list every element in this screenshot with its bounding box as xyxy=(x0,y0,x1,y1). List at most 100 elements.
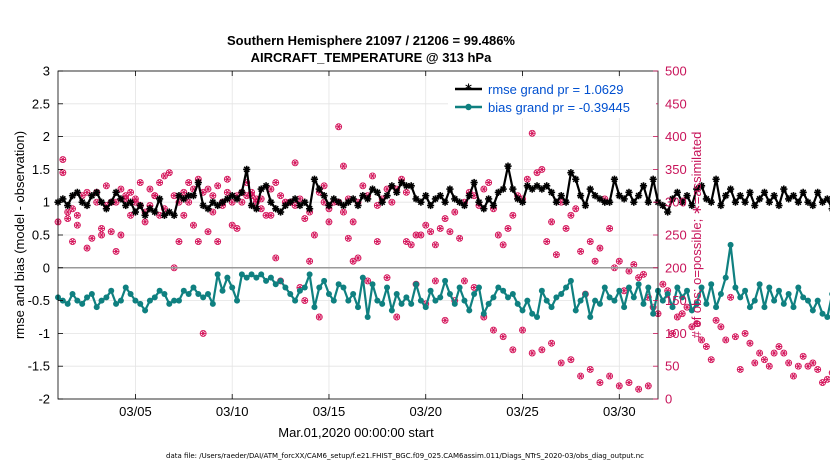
rmse-point xyxy=(494,188,502,196)
rmse-point xyxy=(717,201,725,210)
obs-count-marker xyxy=(451,208,459,216)
bias-point xyxy=(74,297,81,304)
rmse-point xyxy=(296,201,304,210)
x-tick-label: 03/15 xyxy=(313,404,346,419)
obs-count-marker xyxy=(490,326,497,334)
bias-point xyxy=(480,310,487,317)
obs-count-marker xyxy=(165,169,173,177)
rmse-point xyxy=(310,175,319,183)
data-file-footnote: data file: /Users/raeder/DAI/ATM_forcXX/… xyxy=(166,452,644,460)
obs-count-marker xyxy=(615,257,623,265)
rmse-point xyxy=(610,175,619,183)
rmse-point xyxy=(770,192,778,200)
obs-count-marker xyxy=(272,179,280,186)
rmse-point xyxy=(489,201,498,210)
rmse-point xyxy=(659,201,667,210)
bias-point xyxy=(713,304,720,311)
bias-point xyxy=(340,284,347,291)
obs-count-marker xyxy=(519,326,526,334)
obs-count-marker xyxy=(823,375,830,383)
rmse-point xyxy=(683,192,691,200)
bias-point xyxy=(529,310,536,317)
obs-count-marker xyxy=(267,211,275,219)
rmse-point xyxy=(562,198,570,206)
bias-point xyxy=(432,297,439,304)
bias-point xyxy=(98,297,105,304)
bias-point xyxy=(296,287,303,294)
rmse-point xyxy=(504,162,512,170)
rmse-point xyxy=(286,198,294,206)
rmse-point xyxy=(160,211,169,219)
bias-point xyxy=(645,284,652,291)
obs-count-marker xyxy=(315,313,323,321)
bias-point xyxy=(311,304,318,311)
x-tick-label: 03/30 xyxy=(603,404,636,419)
rmse-point xyxy=(649,175,657,183)
bias-point xyxy=(175,297,182,304)
obs-count-marker xyxy=(117,231,125,239)
bias-point xyxy=(161,291,168,298)
bias-point xyxy=(180,287,187,294)
bias-point xyxy=(742,287,749,294)
bias-point xyxy=(514,300,521,307)
bias-point xyxy=(785,291,792,298)
obs-count-marker xyxy=(161,172,168,180)
bias-point xyxy=(640,300,647,307)
obs-count-marker xyxy=(117,185,125,193)
bias-point xyxy=(84,294,91,301)
rmse-point xyxy=(102,205,110,213)
obs-count-marker xyxy=(485,179,493,186)
bias-point xyxy=(384,284,391,291)
rmse-point xyxy=(320,192,328,200)
rmse-point xyxy=(514,195,522,203)
rmse-point xyxy=(576,192,585,200)
obs-count-marker xyxy=(790,372,797,380)
bias-point xyxy=(292,297,299,304)
obs-count-marker xyxy=(548,218,555,226)
series-lines xyxy=(54,162,830,320)
bias-point xyxy=(475,284,482,291)
obs-count-marker xyxy=(388,198,396,206)
rmse-point xyxy=(335,198,343,206)
rmse-point xyxy=(325,201,333,210)
bias-point xyxy=(524,297,531,304)
rmse-point xyxy=(702,195,710,203)
obs-count-marker xyxy=(102,182,110,190)
obs-count-marker xyxy=(373,202,381,209)
rmse-point xyxy=(780,185,788,193)
bias-point xyxy=(403,294,410,301)
obs-count-marker xyxy=(214,238,222,246)
rmse-point xyxy=(359,192,367,200)
bias-point xyxy=(379,300,386,307)
obs-count-marker xyxy=(702,343,710,350)
rmse-point xyxy=(693,185,701,193)
rmse-point xyxy=(615,192,623,200)
obs-count-marker xyxy=(819,379,826,387)
bias-point xyxy=(563,284,570,291)
y-axis-left-ticks: -2 -1.5 -1 -0.5 0 0.5 1 1.5 2 2.5 3 xyxy=(28,64,63,407)
bias-point xyxy=(780,300,787,307)
bias-point xyxy=(287,291,294,298)
bias-point xyxy=(301,284,308,291)
rmse-point xyxy=(301,198,309,206)
bias-point xyxy=(214,271,221,278)
obs-count-marker xyxy=(98,231,105,239)
bias-point xyxy=(592,297,599,304)
obs-count-marker xyxy=(204,185,212,193)
rmse-point xyxy=(572,175,580,183)
bias-point xyxy=(761,304,768,311)
obs-count-marker xyxy=(678,310,686,318)
obs-count-marker xyxy=(291,159,299,167)
rmse-point xyxy=(818,198,827,206)
rmse-point xyxy=(78,198,86,206)
obs-count-marker xyxy=(83,244,91,252)
obs-count-marker xyxy=(441,316,449,324)
bias-point xyxy=(272,281,279,288)
bias-point xyxy=(737,294,744,301)
obs-count-marker xyxy=(548,339,555,347)
bias-point xyxy=(766,284,773,291)
rmse-point xyxy=(785,195,793,203)
obs-count-marker xyxy=(640,270,647,278)
obs-count-marker xyxy=(277,192,285,200)
rmse-point xyxy=(218,198,227,206)
